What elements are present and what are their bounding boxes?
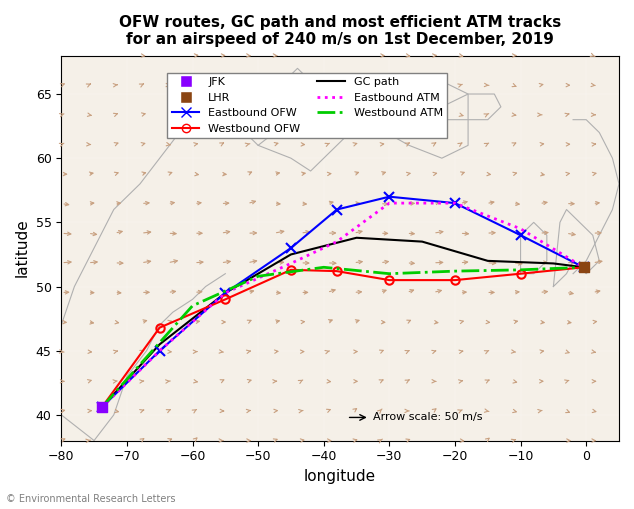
Text: Arrow scale: 50 m/s: Arrow scale: 50 m/s [373,412,482,422]
Y-axis label: latitude: latitude [15,219,30,277]
Point [578,263,588,271]
Text: © Environmental Research Letters: © Environmental Research Letters [6,494,176,504]
X-axis label: longitude: longitude [304,469,376,484]
Title: OFW routes, GC path and most efficient ATM tracks
for an airspeed of 240 m/s on : OFW routes, GC path and most efficient A… [119,15,561,47]
Legend: JFK, LHR, Eastbound OFW, Westbound OFW, GC path, Eastbound ATM, Westbound ATM: JFK, LHR, Eastbound OFW, Westbound OFW, … [167,73,448,138]
Point [97,403,107,411]
